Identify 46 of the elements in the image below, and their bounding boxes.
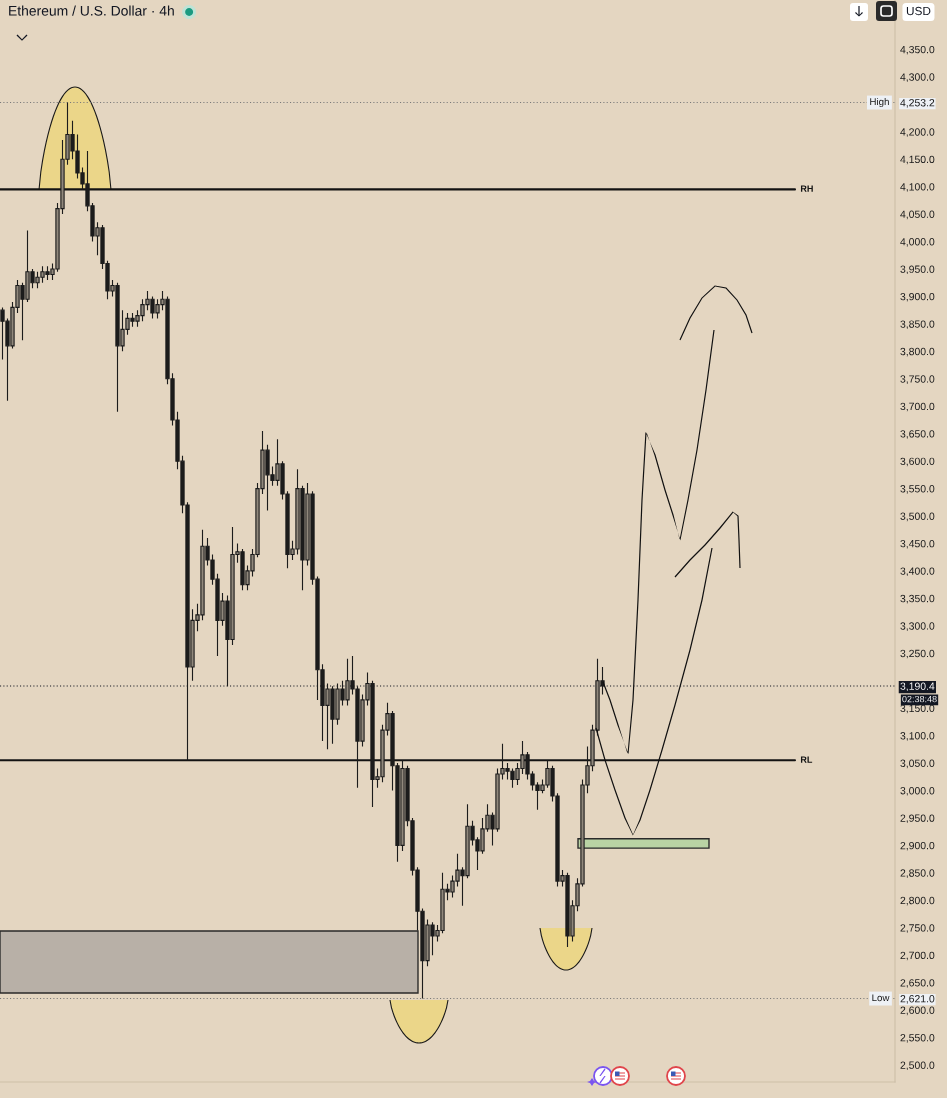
y-tick-label: 4,050.0 — [900, 210, 935, 220]
y-tick-label: 4,350.0 — [900, 45, 935, 55]
y-tick-label: 3,350.0 — [900, 594, 935, 604]
y-tick-label: 2,600.0 — [900, 1006, 935, 1016]
y-tick-label: 2,750.0 — [900, 924, 935, 933]
y-tick-label: 2,900.0 — [900, 841, 935, 851]
y-tick-label: 3,100.0 — [900, 732, 935, 741]
y-tick-label: 4,150.0 — [900, 155, 935, 165]
y-tick-label: 4,100.0 — [900, 183, 935, 192]
ref-line-label: Low — [872, 994, 890, 1002]
y-tick-label: 2,700.0 — [900, 951, 935, 961]
y-tick-label: 2,550.0 — [900, 1034, 935, 1043]
y-tick-label: 2,621.0 — [900, 995, 935, 1004]
y-tick-label: 3,500.0 — [900, 512, 935, 522]
y-tick-label: 3,800.0 — [900, 347, 935, 357]
ref-line-label: High — [870, 98, 889, 108]
y-tick-label: 2,650.0 — [900, 979, 935, 988]
y-tick-label: 3,000.0 — [900, 787, 935, 796]
y-tick-label: 3,600.0 — [900, 457, 935, 467]
y-tick-label: 4,253.2 — [900, 99, 935, 108]
y-tick-label: 3,700.0 — [900, 402, 935, 412]
text: 02:38:48 — [902, 695, 937, 703]
y-tick-label: 3,050.0 — [900, 759, 935, 769]
y-tick-label: 2,800.0 — [900, 896, 935, 906]
y-tick-label: 4,000.0 — [900, 238, 935, 247]
y-tick-label: 3,650.0 — [900, 430, 935, 439]
y-tick-label: 3,400.0 — [900, 567, 935, 577]
ref-line-label: RH — [800, 185, 813, 192]
y-tick-label: 3,450.0 — [900, 539, 935, 549]
y-tick-label: 3,150.0 — [900, 704, 935, 714]
y-tick-label: 3,850.0 — [900, 320, 935, 329]
y-tick-label: 3,190.4 — [900, 682, 935, 692]
y-tick-label: 3,550.0 — [900, 485, 935, 494]
y-tick-label: 4,200.0 — [900, 128, 935, 137]
y-tick-label: 3,750.0 — [900, 375, 935, 384]
y-tick-label: 3,300.0 — [900, 622, 935, 631]
y-tick-label: 2,500.0 — [900, 1061, 935, 1071]
chart-title: Ethereum / U.S. Dollar · 4h — [9, 5, 174, 16]
y-tick-label: 4,300.0 — [900, 73, 935, 82]
y-tick-label: 2,850.0 — [900, 869, 935, 878]
y-tick-label: 3,950.0 — [900, 265, 935, 275]
y-tick-label: 2,950.0 — [900, 814, 935, 824]
ref-line-label: RL — [800, 756, 813, 763]
text: USD — [906, 6, 931, 16]
y-tick-label: 3,900.0 — [900, 292, 935, 302]
y-tick-label: 3,250.0 — [900, 649, 935, 659]
